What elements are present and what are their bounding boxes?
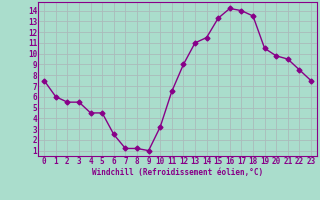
X-axis label: Windchill (Refroidissement éolien,°C): Windchill (Refroidissement éolien,°C) [92,168,263,177]
